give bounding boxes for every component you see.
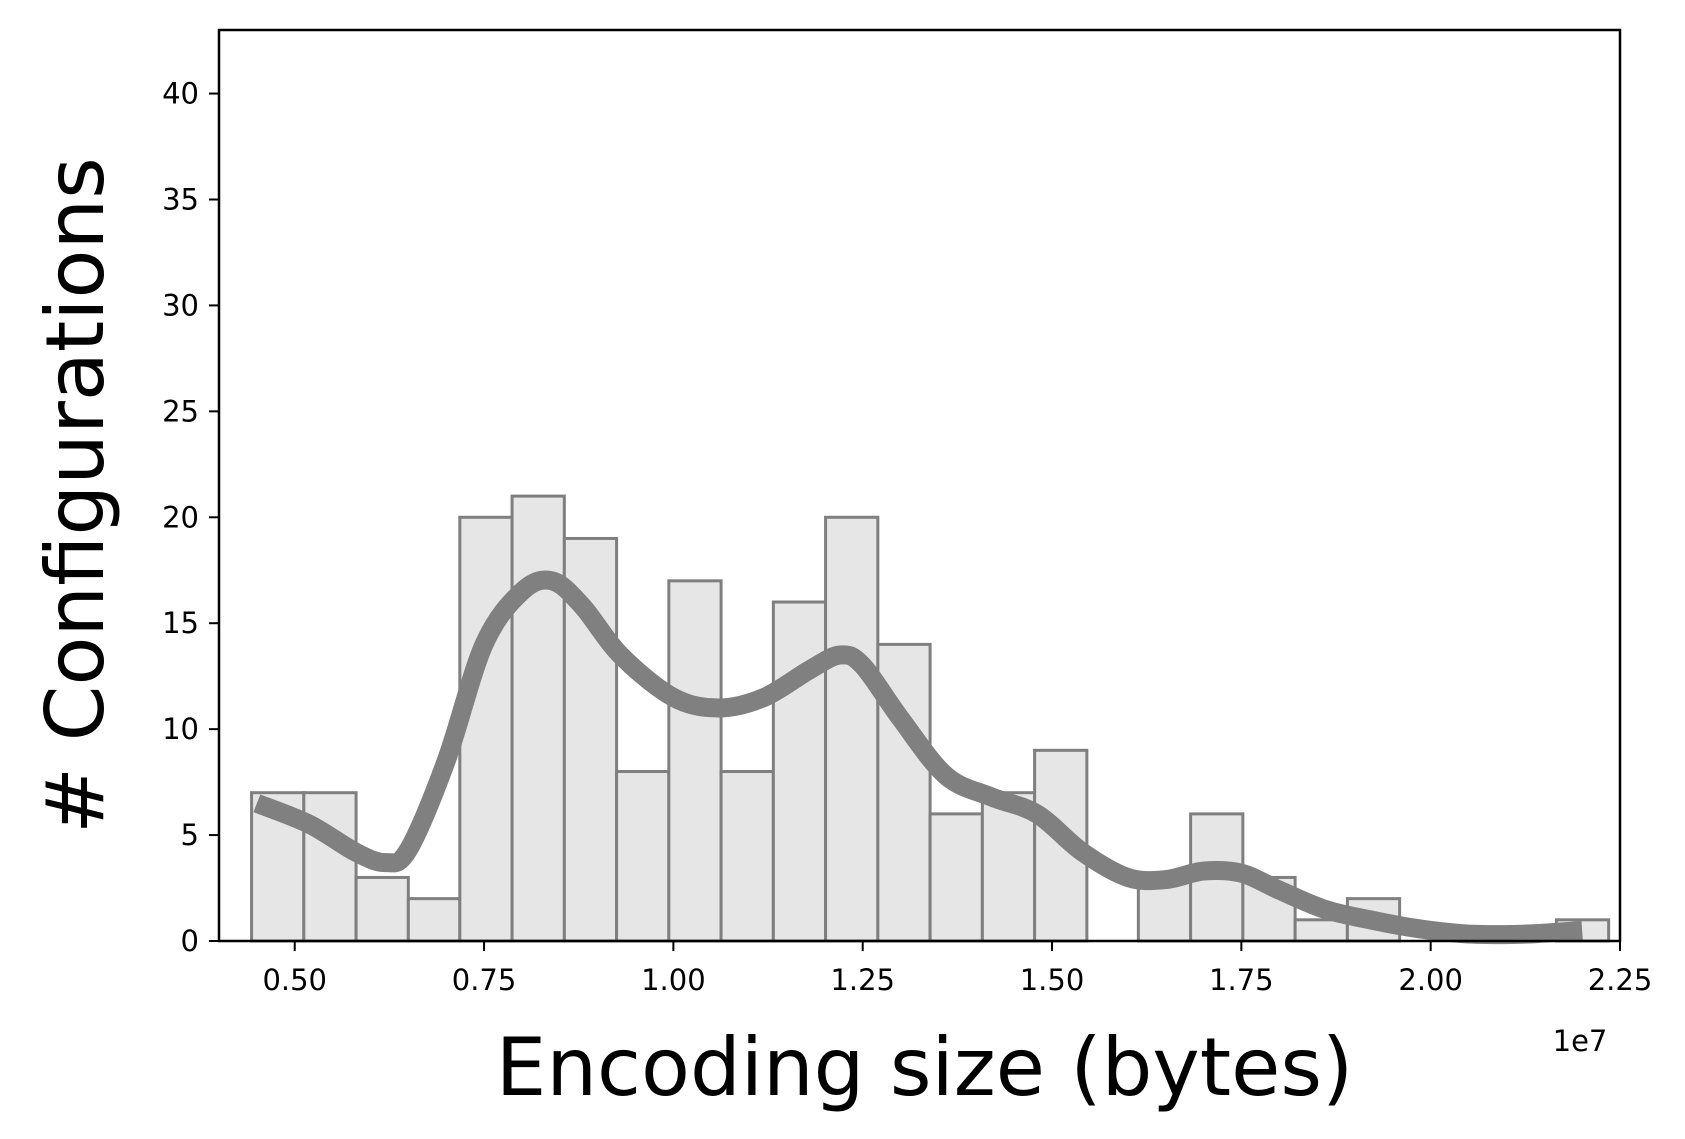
histogram-bar [928,812,984,943]
x-axis-offset-label: 1e7 [1553,1024,1608,1058]
y-axis-label: # Configurations [29,157,122,834]
x-tick-label: 1.25 [830,963,895,997]
y-tick-label: 5 [181,818,199,852]
y-tick-label: 25 [162,394,199,428]
x-tick-label: 0.50 [262,963,327,997]
x-axis-label: Encoding size (bytes) [496,1021,1353,1114]
plot-frame [217,28,1622,943]
x-tick-label: 2.25 [1588,963,1653,997]
y-tick-label: 20 [162,500,199,534]
x-tick-label: 0.75 [452,963,517,997]
histogram-bar [510,494,566,943]
histogram-bar [354,875,410,943]
y-tick-label: 15 [162,606,199,640]
y-tick-label: 40 [162,77,199,111]
y-tick-label: 30 [162,288,199,322]
y-tick-label: 35 [162,182,199,216]
histogram-bar [824,515,880,943]
y-tick-label: 0 [181,924,199,958]
histogram-bar [615,770,671,943]
y-tick-label: 10 [162,712,199,746]
histogram-bar [771,600,828,943]
y-axis-ticks: 0 5 10 15 20 25 30 35 40 [162,77,219,958]
histogram-bar [719,770,775,943]
x-tick-label: 1.00 [641,963,706,997]
kde-density-line [253,570,1583,945]
histogram-bar [667,579,723,943]
histogram-bar [458,515,514,943]
histogram-bar [406,897,462,943]
x-axis-ticks: 0.50 0.75 1.00 1.25 1.50 1.75 2.00 2.25 [262,941,1652,997]
x-tick-label: 2.00 [1398,963,1463,997]
x-tick-label: 1.75 [1209,963,1274,997]
bars-layer [250,494,1611,943]
x-tick-label: 1.50 [1020,963,1085,997]
